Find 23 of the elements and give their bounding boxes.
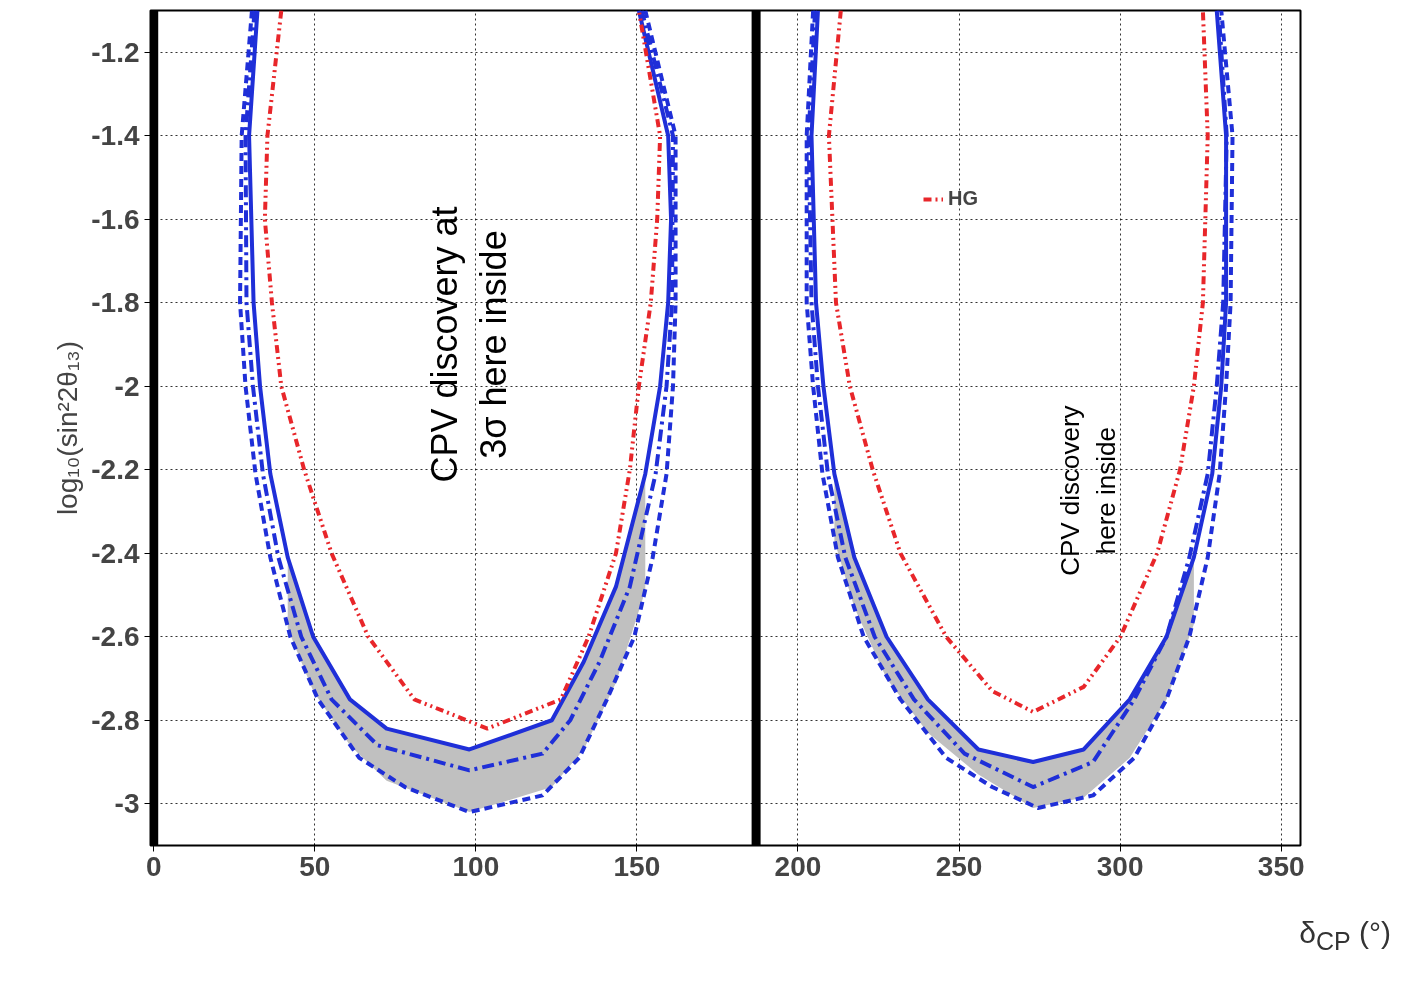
- x-tick-label: 300: [1096, 850, 1144, 882]
- y-tick-label: -2: [114, 370, 140, 402]
- y-tick-label: -1.2: [91, 36, 140, 68]
- y-tick-label: -1.8: [91, 287, 140, 319]
- x-tick-label: 150: [613, 850, 661, 882]
- legend-label: HG: [948, 187, 978, 210]
- y-tick-label: -1.4: [91, 120, 140, 152]
- x-axis-title: δ$_{CP}$ (°): [1299, 915, 1391, 957]
- y-axis-title: log₁₀(sin²2θ₁₃): [52, 340, 84, 516]
- y-tick-label: -2.6: [91, 621, 140, 653]
- y-tick-label: -3: [114, 788, 140, 820]
- y-tick-label: -1.6: [91, 203, 140, 235]
- x-tick-label: 0: [145, 850, 162, 882]
- y-tick-label: -2.2: [91, 454, 140, 486]
- annotation: CPV discovery at 3σ here inside: [424, 206, 515, 483]
- y-tick-label: -2.8: [91, 704, 140, 736]
- annotation: CPV discovery here inside: [1054, 405, 1121, 576]
- x-tick-label: 50: [299, 850, 331, 882]
- x-tick-label: 100: [452, 850, 500, 882]
- x-tick-label: 250: [935, 850, 983, 882]
- x-tick-label: 350: [1257, 850, 1305, 882]
- y-tick-label: -2.4: [91, 537, 140, 569]
- x-tick-label: 200: [774, 850, 822, 882]
